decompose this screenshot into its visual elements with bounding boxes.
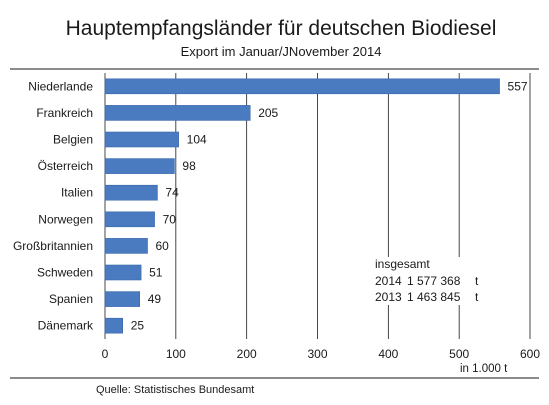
- x-axis-ticks: 0 100 200 300 400 500 600: [102, 347, 541, 361]
- value-label: 70: [163, 212, 177, 226]
- value-label: 557: [508, 79, 528, 93]
- value-label: 98: [182, 159, 196, 173]
- bar: [104, 291, 141, 307]
- totals-value-2014: 1 577 368: [407, 274, 461, 288]
- bar: [104, 184, 158, 201]
- totals-unit-2014: t: [475, 274, 479, 288]
- value-label: 74: [165, 186, 179, 200]
- bar: [104, 211, 155, 228]
- value-label: 49: [148, 292, 162, 306]
- category-label: Norwegen: [38, 212, 93, 226]
- totals-value-2013: 1 463 845: [407, 290, 461, 304]
- bar: [104, 105, 251, 121]
- category-label: Belgien: [53, 133, 93, 147]
- totals-box-background: [368, 257, 488, 305]
- x-tick-label: 200: [237, 347, 257, 361]
- category-label: Dänemark: [38, 319, 94, 333]
- bars: [104, 78, 500, 334]
- value-label: 25: [131, 319, 145, 333]
- x-axis-unit: in 1.000 t: [460, 363, 508, 375]
- totals-year-2014: 2014: [375, 274, 402, 288]
- category-label: Italien: [61, 186, 93, 200]
- category-label: Großbritannien: [13, 239, 93, 253]
- totals-box: insgesamt 2014 1 577 368 t 2013 1 463 84…: [368, 257, 488, 305]
- category-label: Spanien: [49, 292, 93, 306]
- bar: [104, 78, 500, 95]
- totals-unit-2013: t: [475, 290, 479, 304]
- totals-heading: insgesamt: [375, 257, 430, 271]
- bar: [104, 238, 148, 254]
- value-label: 205: [258, 106, 278, 120]
- chart-title: Hauptempfangsländer für deutschen Biodie…: [66, 17, 497, 40]
- x-tick-label: 0: [102, 347, 109, 361]
- category-label: Frankreich: [36, 106, 93, 120]
- totals-year-2013: 2013: [375, 290, 402, 304]
- bar: [104, 131, 179, 148]
- chart-subtitle: Export im Januar/JNovember 2014: [181, 44, 382, 59]
- value-label: 104: [187, 133, 207, 147]
- category-label: Niederlande: [28, 79, 93, 93]
- x-tick-label: 600: [520, 347, 540, 361]
- bar: [104, 158, 175, 174]
- x-tick-label: 400: [378, 347, 398, 361]
- category-label: Schweden: [37, 266, 93, 280]
- x-tick-label: 100: [166, 347, 186, 361]
- x-tick-label: 300: [307, 347, 327, 361]
- category-label: Österreich: [38, 159, 93, 173]
- category-labels: Niederlande Frankreich Belgien Österreich It…: [13, 79, 94, 332]
- bar: [104, 317, 124, 334]
- source-note: Quelle: Statistisches Bundesamt: [96, 384, 254, 396]
- value-label: 60: [156, 239, 170, 253]
- bar: [104, 264, 142, 281]
- x-tick-label: 500: [449, 347, 469, 361]
- value-label: 51: [149, 266, 163, 280]
